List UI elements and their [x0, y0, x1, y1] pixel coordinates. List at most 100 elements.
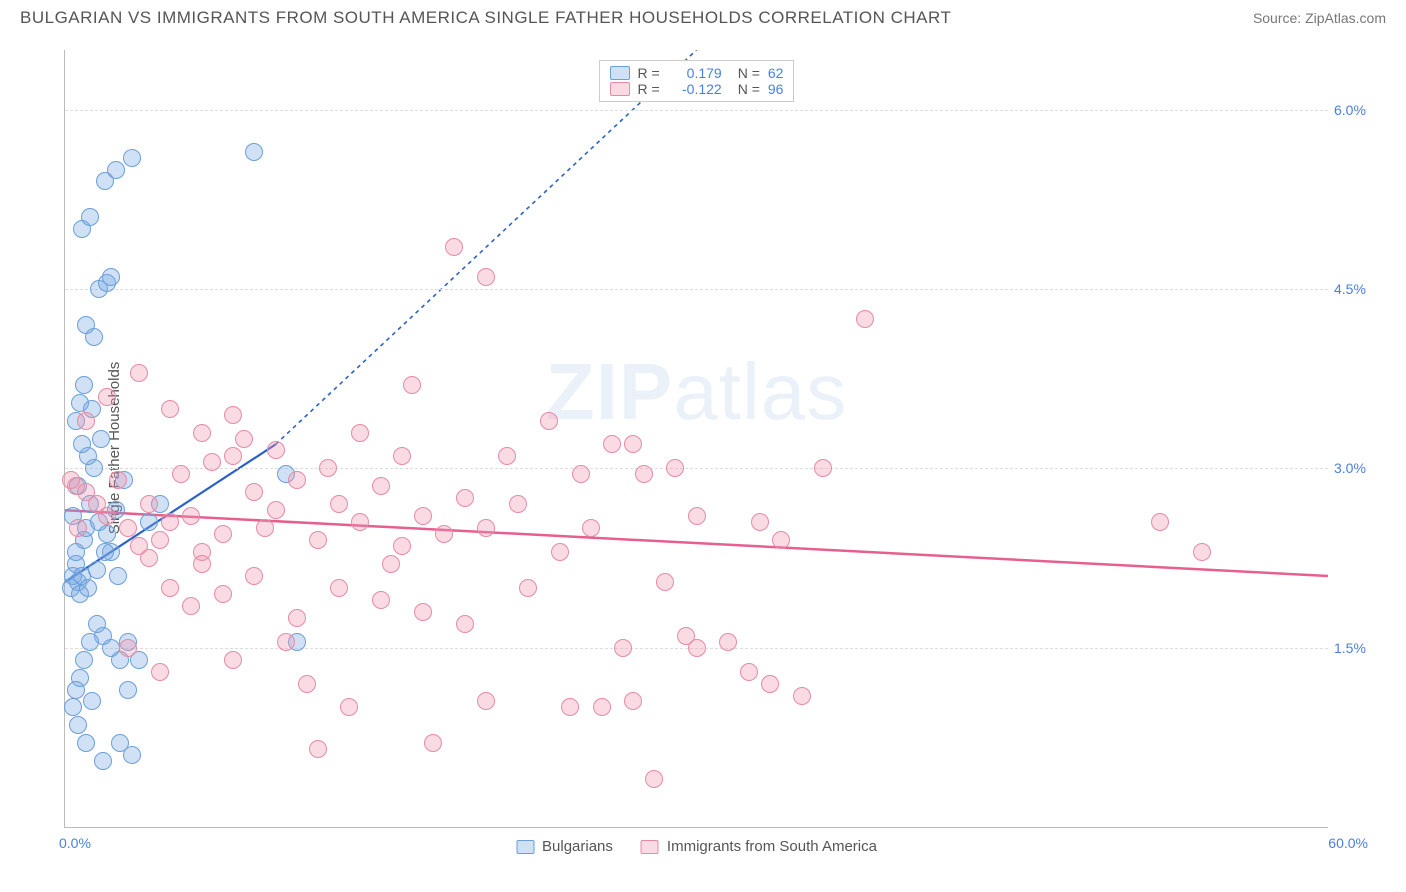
data-point	[235, 430, 253, 448]
data-point	[403, 376, 421, 394]
data-point	[214, 585, 232, 603]
chart-container: Single Father Households ZIPatlas R =0.1…	[16, 38, 1390, 858]
data-point	[624, 692, 642, 710]
data-point	[79, 579, 97, 597]
data-point	[393, 537, 411, 555]
data-point	[309, 740, 327, 758]
data-point	[81, 208, 99, 226]
data-point	[298, 675, 316, 693]
data-point	[372, 591, 390, 609]
data-point	[119, 519, 137, 537]
data-point	[740, 663, 758, 681]
data-point	[551, 543, 569, 561]
data-point	[182, 597, 200, 615]
data-point	[130, 364, 148, 382]
data-point	[351, 513, 369, 531]
data-point	[96, 543, 114, 561]
legend-series-item: Bulgarians	[516, 838, 613, 855]
gridline	[65, 110, 1328, 111]
data-point	[245, 483, 263, 501]
data-point	[224, 447, 242, 465]
data-point	[1193, 543, 1211, 561]
data-point	[393, 447, 411, 465]
data-point	[751, 513, 769, 531]
data-point	[123, 149, 141, 167]
data-point	[330, 579, 348, 597]
data-point	[140, 495, 158, 513]
data-point	[666, 459, 684, 477]
data-point	[119, 681, 137, 699]
gridline	[65, 468, 1328, 469]
data-point	[656, 573, 674, 591]
data-point	[288, 471, 306, 489]
y-tick-label: 6.0%	[1334, 102, 1384, 118]
trend-lines	[65, 50, 1328, 827]
data-point	[772, 531, 790, 549]
data-point	[245, 567, 263, 585]
data-point	[193, 555, 211, 573]
data-point	[424, 734, 442, 752]
data-point	[645, 770, 663, 788]
data-point	[477, 692, 495, 710]
data-point	[382, 555, 400, 573]
data-point	[224, 406, 242, 424]
chart-source: Source: ZipAtlas.com	[1253, 10, 1386, 26]
data-point	[456, 489, 474, 507]
data-point	[372, 477, 390, 495]
data-point	[88, 561, 106, 579]
data-point	[288, 609, 306, 627]
data-point	[151, 663, 169, 681]
data-point	[1151, 513, 1169, 531]
data-point	[456, 615, 474, 633]
data-point	[688, 507, 706, 525]
x-axis-max: 60.0%	[1328, 835, 1368, 851]
gridline	[65, 289, 1328, 290]
data-point	[92, 430, 110, 448]
data-point	[83, 692, 101, 710]
data-point	[77, 316, 95, 334]
data-point	[62, 471, 80, 489]
data-point	[182, 507, 200, 525]
data-point	[67, 681, 85, 699]
data-point	[109, 471, 127, 489]
data-point	[351, 424, 369, 442]
data-point	[98, 525, 116, 543]
data-point	[414, 507, 432, 525]
data-point	[151, 531, 169, 549]
data-point	[277, 633, 295, 651]
data-point	[624, 435, 642, 453]
data-point	[677, 627, 695, 645]
data-point	[856, 310, 874, 328]
data-point	[340, 698, 358, 716]
data-point	[98, 388, 116, 406]
data-point	[614, 639, 632, 657]
data-point	[445, 238, 463, 256]
data-point	[319, 459, 337, 477]
data-point	[161, 513, 179, 531]
data-point	[719, 633, 737, 651]
data-point	[73, 435, 91, 453]
y-tick-label: 1.5%	[1334, 640, 1384, 656]
data-point	[102, 268, 120, 286]
data-point	[593, 698, 611, 716]
data-point	[161, 400, 179, 418]
data-point	[561, 698, 579, 716]
chart-title: BULGARIAN VS IMMIGRANTS FROM SOUTH AMERI…	[20, 8, 951, 28]
data-point	[88, 615, 106, 633]
data-point	[814, 459, 832, 477]
data-point	[509, 495, 527, 513]
data-point	[77, 734, 95, 752]
data-point	[81, 633, 99, 651]
legend-series: BulgariansImmigrants from South America	[516, 838, 877, 855]
data-point	[69, 519, 87, 537]
data-point	[761, 675, 779, 693]
legend-stat-row: R =0.179N =62	[610, 65, 784, 81]
data-point	[123, 746, 141, 764]
x-axis-min: 0.0%	[59, 835, 91, 851]
data-point	[109, 567, 127, 585]
data-point	[477, 268, 495, 286]
data-point	[193, 424, 211, 442]
data-point	[107, 161, 125, 179]
data-point	[309, 531, 327, 549]
data-point	[498, 447, 516, 465]
